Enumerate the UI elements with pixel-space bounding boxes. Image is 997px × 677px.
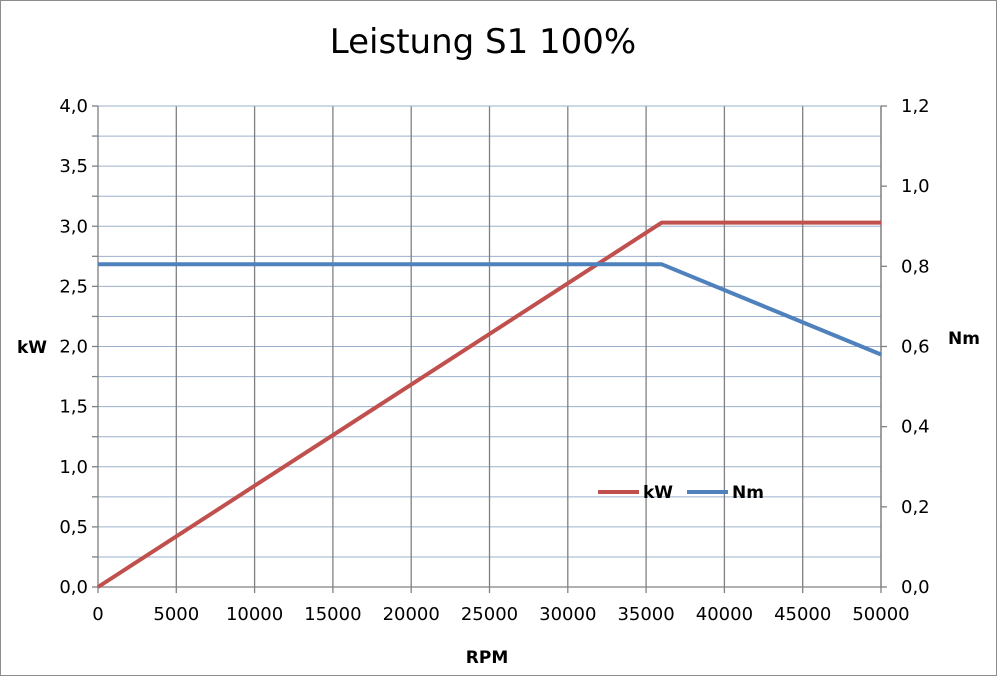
y2-tick-label: 1,2: [901, 96, 930, 117]
series-line-kw: [96, 220, 881, 589]
x-tick-label: 40000: [696, 604, 753, 625]
x-tick-label: 25000: [461, 604, 518, 625]
x-axis-label: RPM: [466, 648, 508, 668]
y-axis-label: kW: [17, 338, 47, 358]
x-tick-label: 5000: [153, 604, 199, 625]
y-tick-label: 3,5: [59, 156, 88, 177]
x-tick-label: 45000: [774, 604, 831, 625]
axes: 0,0 0,5 1,0 1,5 2,0 2,5 3,0 3,5 4,0 0,0 0,2 0,4 0,6 0…: [59, 96, 929, 625]
y2-tick-label: 1,0: [901, 176, 930, 197]
y-tick-label: 3,0: [59, 216, 88, 237]
y2-tick-label: 0,6: [901, 337, 930, 358]
y-tick-label: 2,5: [59, 276, 88, 297]
legend-nm-label: Nm: [732, 483, 764, 503]
x-tick-label: 20000: [383, 604, 440, 625]
x-tick-label: 35000: [617, 604, 674, 625]
series-line-nm: [98, 262, 882, 357]
y2-tick-label: 0,4: [901, 417, 930, 438]
x-tick-label: 30000: [539, 604, 596, 625]
y-tick-label: 0,5: [59, 517, 88, 538]
y2-tick-label: 0,2: [901, 497, 930, 518]
legend: kW Nm: [598, 483, 764, 503]
y-tick-label: 0,0: [59, 577, 88, 598]
y-tick-label: 2,0: [59, 337, 88, 358]
y2-tick-label: 0,8: [901, 256, 930, 277]
y-tick-label: 1,0: [59, 457, 88, 478]
grid: [98, 105, 882, 587]
y2-axis-label: Nm: [948, 329, 980, 349]
y-tick-label: 4,0: [59, 96, 88, 117]
legend-kw-label: kW: [643, 483, 673, 503]
x-tick-label: 50000: [852, 604, 909, 625]
series-lines: [96, 220, 882, 589]
x-tick-label: 10000: [226, 604, 283, 625]
y-tick-label: 1,5: [59, 397, 88, 418]
y2-tick-label: 0,0: [901, 577, 930, 598]
x-tick-label: 0: [92, 604, 103, 625]
x-tick-label: 15000: [304, 604, 361, 625]
chart-title: Leistung S1 100%: [330, 22, 636, 62]
